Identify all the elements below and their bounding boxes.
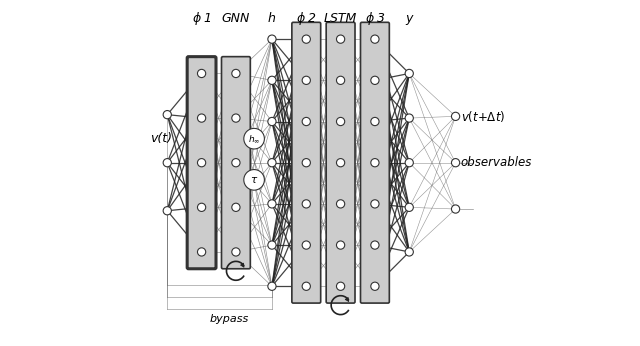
Circle shape bbox=[371, 282, 379, 290]
Circle shape bbox=[302, 241, 310, 249]
Circle shape bbox=[371, 158, 379, 167]
Circle shape bbox=[244, 170, 264, 190]
FancyBboxPatch shape bbox=[360, 22, 389, 303]
Circle shape bbox=[268, 117, 276, 126]
Circle shape bbox=[302, 200, 310, 208]
FancyBboxPatch shape bbox=[292, 22, 321, 303]
Circle shape bbox=[337, 282, 345, 290]
Text: $\phi$: $\phi$ bbox=[296, 10, 307, 27]
Circle shape bbox=[198, 158, 205, 167]
Circle shape bbox=[451, 112, 460, 120]
Circle shape bbox=[405, 158, 413, 167]
Text: $h_\infty$: $h_\infty$ bbox=[248, 133, 260, 145]
Circle shape bbox=[268, 200, 276, 208]
Circle shape bbox=[232, 158, 240, 167]
Circle shape bbox=[163, 110, 172, 119]
Circle shape bbox=[405, 114, 413, 122]
Circle shape bbox=[302, 282, 310, 290]
Text: GNN: GNN bbox=[221, 12, 250, 25]
Circle shape bbox=[302, 76, 310, 84]
Text: $\phi$: $\phi$ bbox=[192, 10, 202, 27]
Circle shape bbox=[302, 158, 310, 167]
Circle shape bbox=[198, 114, 205, 122]
Circle shape bbox=[232, 69, 240, 78]
Circle shape bbox=[163, 158, 172, 167]
Circle shape bbox=[337, 117, 345, 126]
Text: 3: 3 bbox=[376, 12, 385, 25]
Text: $\tau$: $\tau$ bbox=[250, 175, 259, 185]
Text: 1: 1 bbox=[204, 12, 211, 25]
Circle shape bbox=[337, 241, 345, 249]
Circle shape bbox=[163, 207, 172, 215]
Circle shape bbox=[371, 117, 379, 126]
Text: observables: observables bbox=[461, 156, 532, 169]
Text: v(t): v(t) bbox=[150, 132, 172, 145]
Circle shape bbox=[451, 205, 460, 213]
Circle shape bbox=[302, 35, 310, 43]
Circle shape bbox=[371, 241, 379, 249]
FancyBboxPatch shape bbox=[326, 22, 355, 303]
Circle shape bbox=[268, 158, 276, 167]
Text: y: y bbox=[406, 12, 413, 25]
Circle shape bbox=[371, 35, 379, 43]
Text: h: h bbox=[268, 12, 276, 25]
Circle shape bbox=[337, 76, 345, 84]
FancyBboxPatch shape bbox=[187, 57, 216, 269]
Circle shape bbox=[198, 248, 205, 256]
Circle shape bbox=[337, 200, 345, 208]
Text: LSTM: LSTM bbox=[324, 12, 357, 25]
Circle shape bbox=[232, 114, 240, 122]
Circle shape bbox=[244, 128, 264, 149]
Circle shape bbox=[371, 200, 379, 208]
Circle shape bbox=[451, 158, 460, 167]
Text: $\phi$: $\phi$ bbox=[365, 10, 375, 27]
Circle shape bbox=[268, 76, 276, 84]
Circle shape bbox=[405, 69, 413, 78]
Circle shape bbox=[371, 76, 379, 84]
Circle shape bbox=[232, 248, 240, 256]
Circle shape bbox=[198, 203, 205, 211]
Circle shape bbox=[337, 35, 345, 43]
Circle shape bbox=[268, 35, 276, 43]
Circle shape bbox=[232, 203, 240, 211]
Circle shape bbox=[405, 248, 413, 256]
Circle shape bbox=[268, 282, 276, 290]
Text: $v(t{+}\Delta t)$: $v(t{+}\Delta t)$ bbox=[461, 109, 505, 124]
FancyBboxPatch shape bbox=[221, 57, 250, 269]
Circle shape bbox=[405, 203, 413, 211]
Circle shape bbox=[268, 241, 276, 249]
Text: 2: 2 bbox=[308, 12, 316, 25]
Text: bypass: bypass bbox=[209, 314, 249, 324]
Circle shape bbox=[337, 158, 345, 167]
Circle shape bbox=[302, 117, 310, 126]
Circle shape bbox=[198, 69, 205, 78]
